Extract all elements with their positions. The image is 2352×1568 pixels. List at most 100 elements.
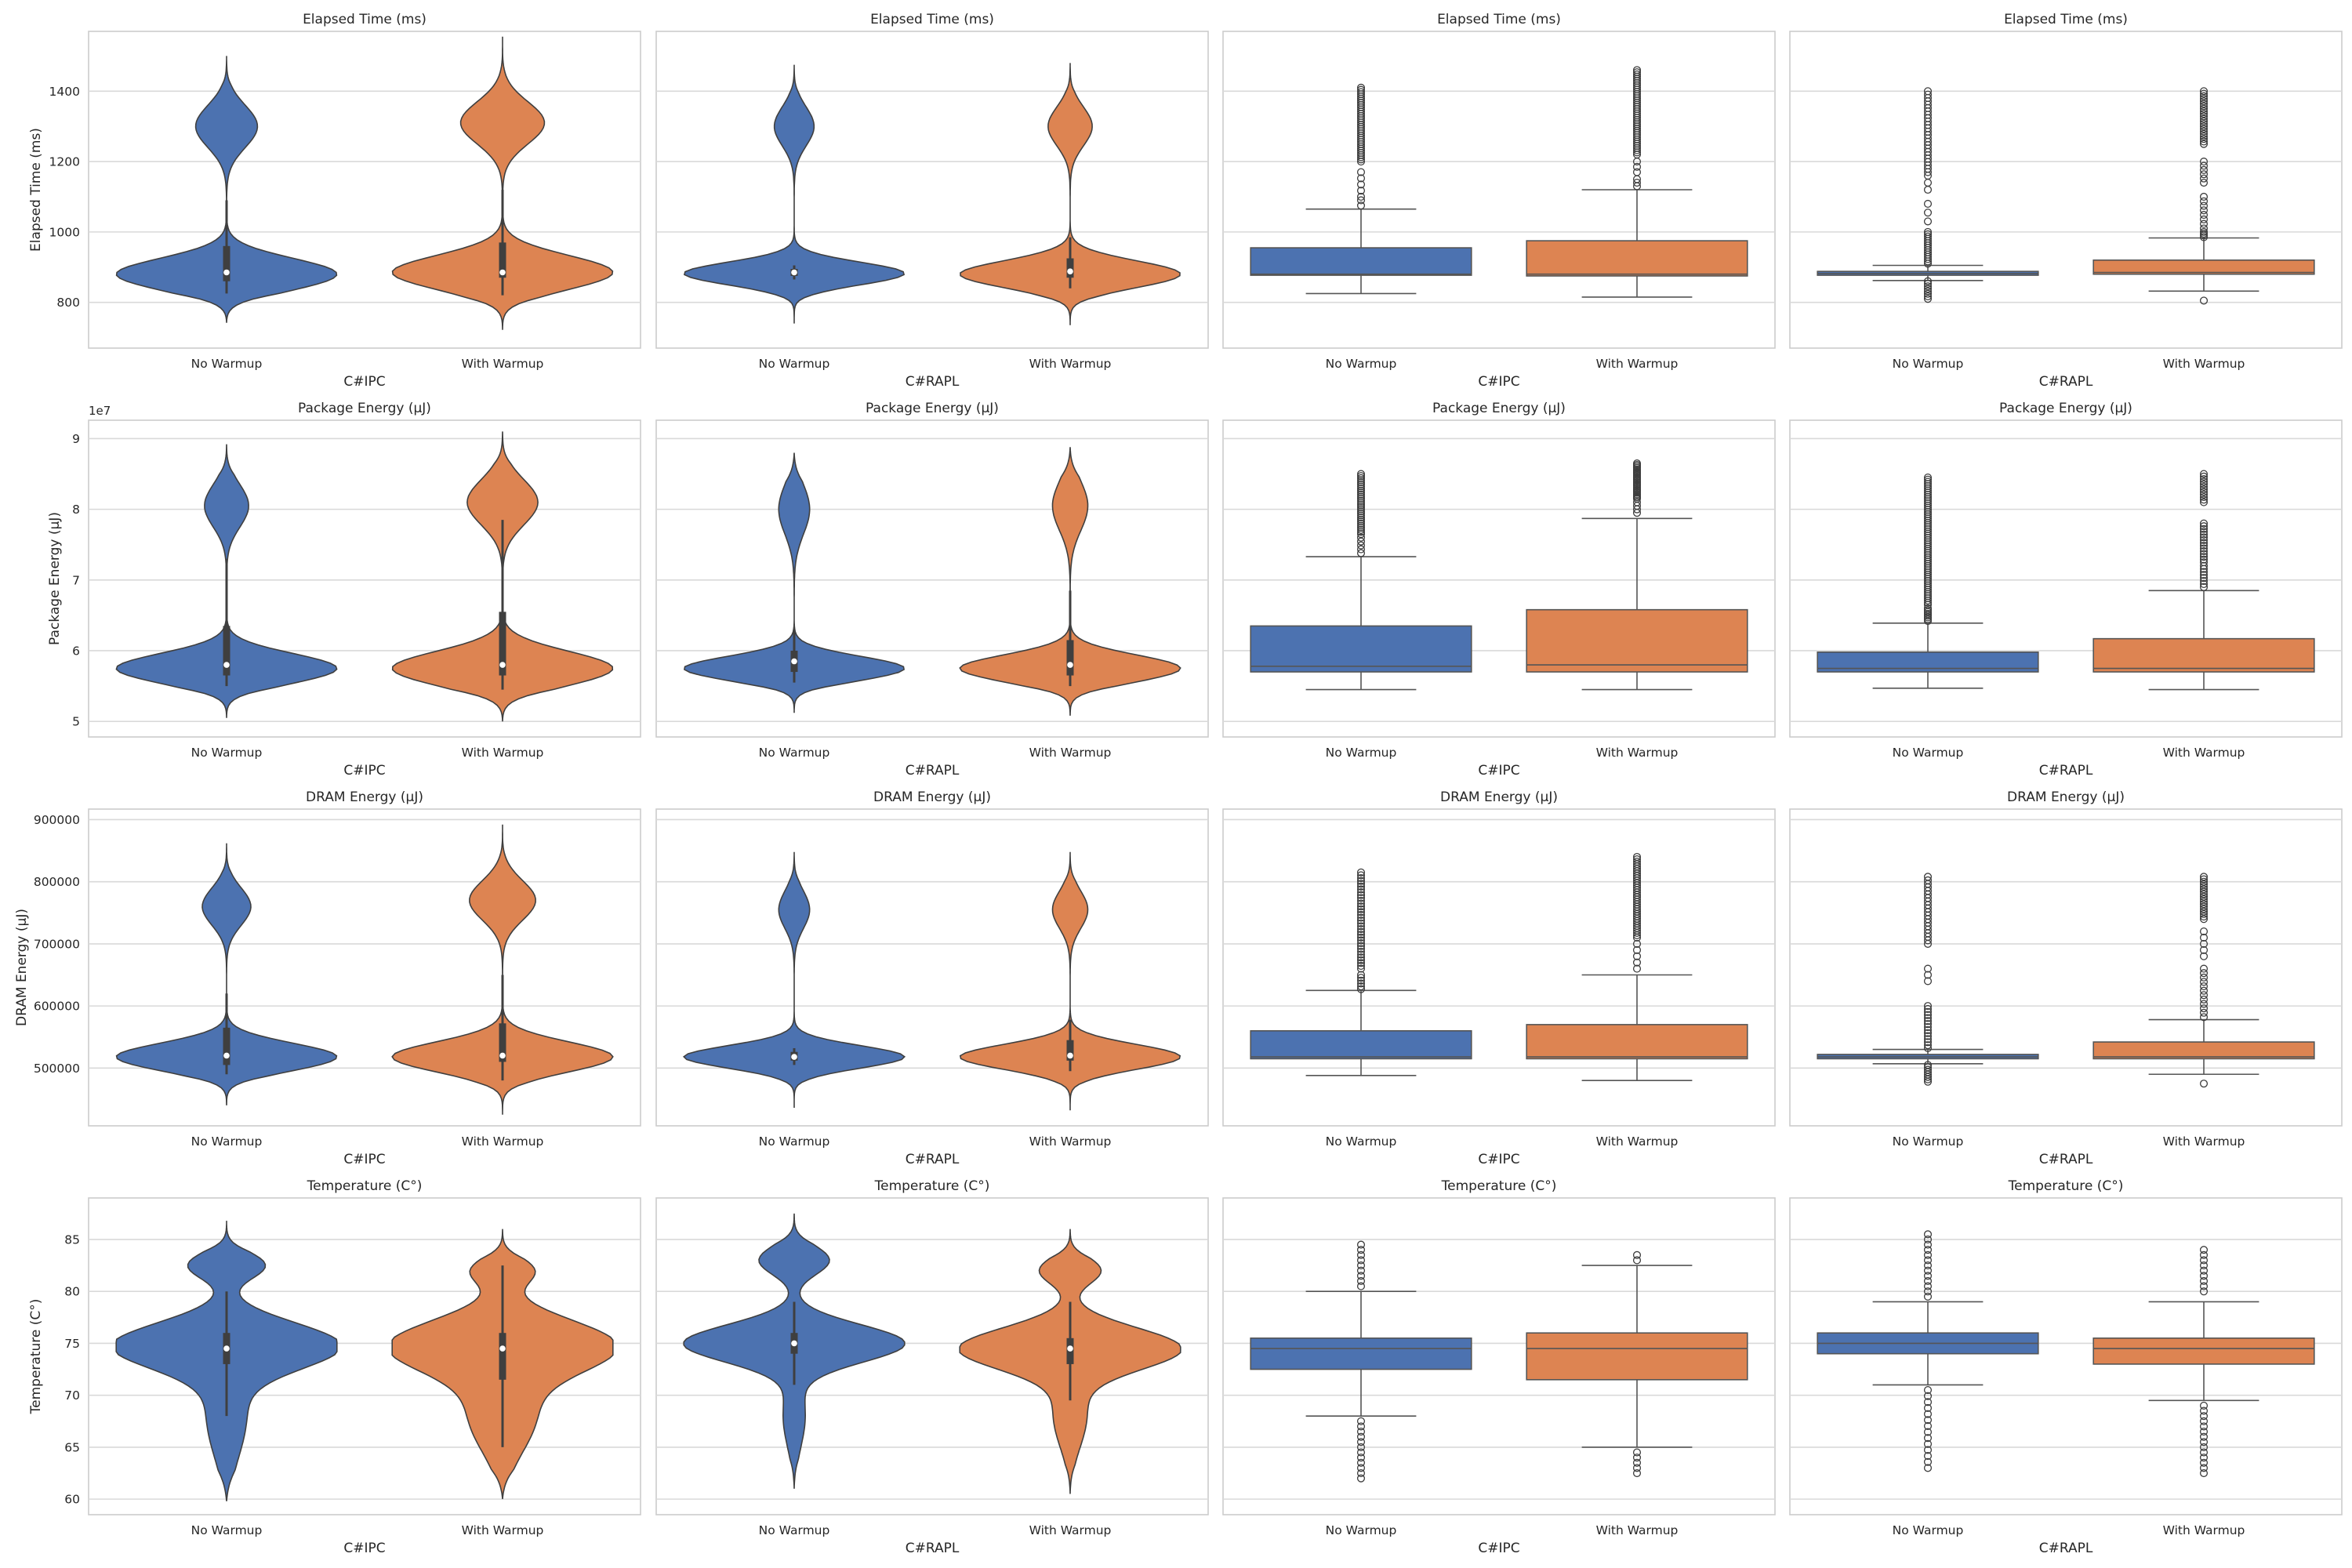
box-outlier-point: [2199, 880, 2209, 888]
box-outlier-point: [2199, 561, 2209, 570]
box-outlier-point: [1356, 484, 1366, 493]
x-tick-label: No Warmup: [759, 746, 830, 760]
box-outlier-point: [1923, 1022, 1933, 1032]
box-outlier-point: [2199, 574, 2209, 583]
box-outlier-point: [1356, 894, 1366, 902]
x-tick-label: No Warmup: [759, 1134, 830, 1149]
box-outlier-point: [2199, 220, 2209, 228]
x-tick-label: With Warmup: [2163, 1134, 2245, 1149]
plot-area: [1789, 808, 2343, 1127]
box-outlier-point: [1356, 486, 1366, 495]
box-outlier-point: [1632, 168, 1642, 176]
plot-area: [1789, 31, 2343, 349]
box-outlier-point: [1356, 871, 1366, 880]
box-outlier-point: [2199, 1004, 2209, 1013]
box-outlier-point: [1923, 1065, 1933, 1074]
subplot-2-1: DRAM Energy (μJ) C#RAPL No Warmup With Warm…: [655, 789, 1209, 1167]
box-outlier-point: [1923, 1029, 1933, 1037]
box-outlier-point: [2199, 197, 2209, 205]
box-outlier-point: [2199, 178, 2209, 187]
x-axis-label: C#RAPL: [2039, 374, 2093, 390]
box-outlier-point: [2199, 215, 2209, 223]
x-axis-label: C#RAPL: [2039, 1541, 2093, 1556]
box-outlier-point: [2199, 547, 2209, 556]
box-outlier-point: [2199, 900, 2209, 909]
box-outlier-point: [2199, 495, 2209, 504]
box-outlier-point: [1923, 971, 1933, 979]
box-outlier-point: [2199, 558, 2209, 567]
box-outlier-point: [2199, 482, 2209, 491]
box-outlier-point: [1356, 1474, 1366, 1483]
box-outlier-point: [2199, 544, 2209, 553]
box-outlier-point: [1356, 947, 1366, 956]
box-outlier-point: [1356, 1256, 1366, 1265]
x-axis-label: C#IPC: [343, 374, 385, 390]
box-outlier-point: [1923, 1392, 1933, 1400]
plot-area: [655, 31, 1209, 349]
box-outlier-point: [1923, 1017, 1933, 1025]
box-outlier-point: [1356, 1468, 1366, 1478]
box-iqr: [2092, 1338, 2315, 1365]
box-outlier-point: [1632, 1250, 1642, 1259]
box-outlier-point: [1923, 209, 1933, 217]
box-outlier-point: [2199, 946, 2209, 954]
box-outlier-point: [2199, 100, 2209, 108]
box-outlier-point: [2199, 902, 2209, 911]
box-outlier-point: [1356, 174, 1366, 183]
box-outlier-point: [1923, 964, 1933, 973]
box-outlier-point: [1356, 905, 1366, 913]
box-outlier-point: [1356, 908, 1366, 916]
box-outlier-point: [2199, 102, 2209, 111]
x-axis-label: C#IPC: [1478, 763, 1519, 779]
box-outlier-point: [1923, 1230, 1933, 1239]
violin-median-dot: [791, 269, 797, 276]
box-outlier-point: [1632, 1454, 1642, 1462]
subplot-1-1: Package Energy (μJ) C#RAPL No Warmup With W…: [655, 401, 1209, 779]
box-outlier-point: [2199, 107, 2209, 116]
box-outlier-point: [1356, 885, 1366, 894]
box-outlier-point: [1356, 509, 1366, 517]
box-outlier-point: [1356, 1261, 1366, 1270]
box-outlier-point: [1356, 474, 1366, 482]
box-outlier-point: [2199, 539, 2209, 547]
box-outlier-point: [1632, 66, 1642, 74]
box-outlier-point: [2199, 1412, 2209, 1421]
box-outlier-point: [1356, 1240, 1366, 1249]
box-outlier-point: [2199, 119, 2209, 129]
box-iqr: [2092, 1041, 2315, 1060]
box-outlier-point: [1923, 876, 1933, 884]
box-outlier-point: [2199, 162, 2209, 170]
box-outlier-point: [1356, 945, 1366, 953]
subplot-3-3: Temperature (C°) C#RAPL No Warmup With Warm…: [1789, 1178, 2343, 1556]
box-outlier-point: [2199, 555, 2209, 564]
box-outlier-point: [1356, 1246, 1366, 1254]
box-outlier-point: [2199, 480, 2209, 488]
box-outlier-point: [2199, 498, 2209, 506]
plot-area: [88, 808, 641, 1127]
box-outlier-point: [1356, 1272, 1366, 1280]
x-tick-label: No Warmup: [191, 746, 263, 760]
subplot-title: DRAM Energy (μJ): [2007, 789, 2125, 805]
box-outlier-point: [1923, 1385, 1933, 1395]
box-outlier-point: [1356, 1417, 1366, 1425]
box-outlier-point: [1923, 1235, 1933, 1244]
box-outlier-point: [2199, 541, 2209, 550]
y-tick-label: 80: [64, 1285, 80, 1299]
subplot-2-0: 500000 600000 700000 800000 900000 DRAM Energ…: [14, 789, 641, 1167]
box-outlier-point: [1356, 83, 1366, 92]
box-outlier-point: [1356, 519, 1366, 528]
violin-body: [115, 56, 338, 323]
box-outlier-point: [1356, 982, 1366, 991]
box-outlier-point: [2199, 892, 2209, 901]
box-outlier-point: [1923, 292, 1933, 300]
box-outlier-point: [1356, 541, 1366, 550]
box-outlier-point: [1923, 473, 1933, 482]
box-outlier-point: [2199, 939, 2209, 948]
box-outlier-point: [2199, 488, 2209, 496]
x-tick-label: No Warmup: [1893, 746, 1964, 760]
box-outlier-point: [2199, 952, 2209, 960]
box-outlier-point: [2199, 224, 2209, 233]
violin-median-dot: [223, 1052, 230, 1059]
box-outlier-point: [1923, 1282, 1933, 1290]
box-outlier-point: [2199, 1458, 2209, 1467]
